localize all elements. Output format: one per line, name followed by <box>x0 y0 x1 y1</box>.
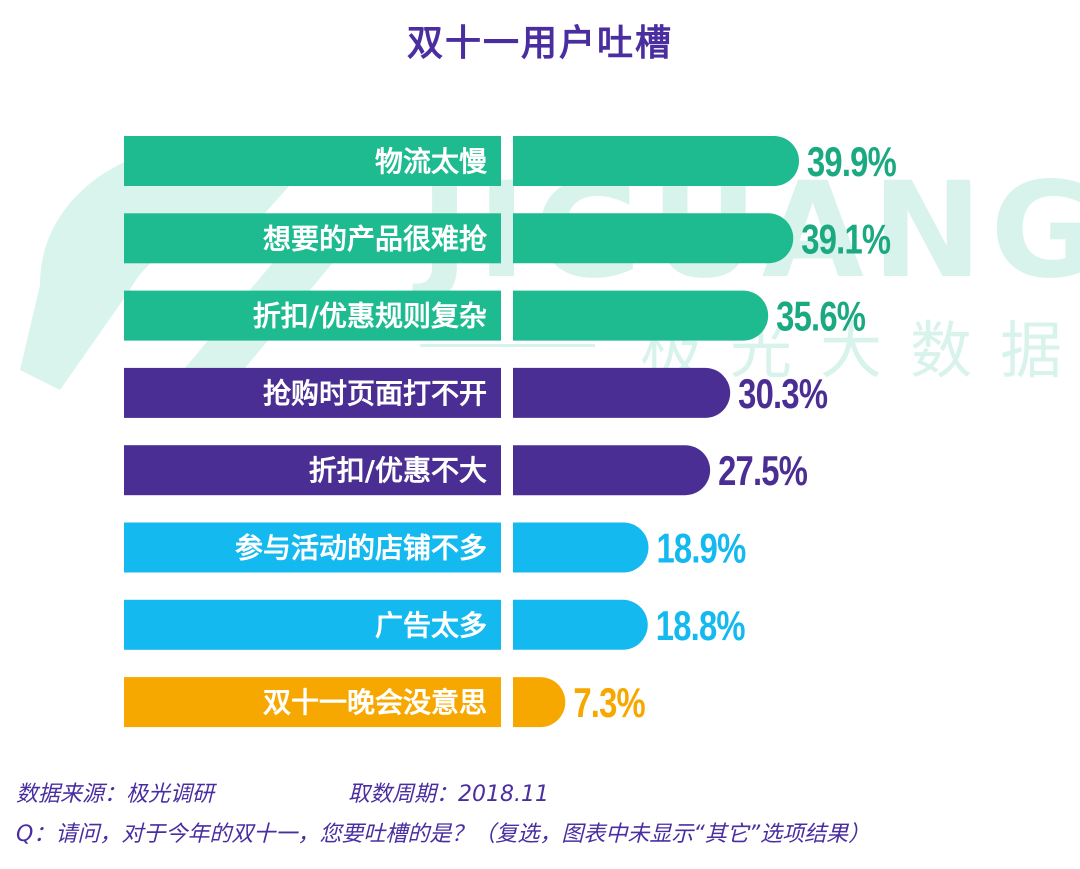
value-label: 39.1% <box>801 215 890 262</box>
bar <box>513 677 566 728</box>
value-label: 7.3% <box>573 679 645 726</box>
bar <box>513 367 731 418</box>
data-source-text: 数据来源：极光调研 <box>16 782 215 807</box>
chart-title: 双十一用户吐槽 <box>406 23 673 64</box>
value-label: 18.8% <box>656 602 745 649</box>
category-label: 双十一晚会没意思 <box>263 686 487 719</box>
bar <box>513 445 711 496</box>
value-label: 35.6% <box>776 293 865 340</box>
survey-question-note: Q：请问，对于今年的双十一，您要吐槽的是？（复选，图表中未显示“其它”选项结果） <box>16 822 871 847</box>
value-label: 27.5% <box>718 447 807 494</box>
data-source-note: 数据来源：极光调研 取数周期：2018.11 <box>16 776 549 808</box>
category-label-box <box>124 445 501 496</box>
category-label: 折扣/优惠规则复杂 <box>253 300 487 333</box>
bar <box>513 136 799 186</box>
category-label: 折扣/优惠不大 <box>309 454 487 487</box>
value-label: 39.9% <box>807 138 896 185</box>
category-label-box <box>124 290 501 341</box>
category-label-box <box>124 599 501 650</box>
category-label: 想要的产品很难抢 <box>263 222 488 255</box>
category-label-box <box>124 677 501 728</box>
bar <box>513 522 649 573</box>
bar <box>513 213 794 264</box>
category-label: 参与活动的店铺不多 <box>235 532 487 565</box>
value-label: 18.9% <box>656 525 745 572</box>
category-label-box <box>124 367 501 418</box>
category-label: 物流太慢 <box>375 145 488 178</box>
category-label-box <box>124 213 501 264</box>
category-label-box <box>124 522 501 573</box>
bar <box>513 599 648 650</box>
category-label-box <box>124 136 501 186</box>
category-label: 抢购时页面打不开 <box>263 377 487 410</box>
category-label: 广告太多 <box>375 609 487 642</box>
bar <box>513 290 769 341</box>
value-label: 30.3% <box>738 370 827 417</box>
data-period-text: 取数周期：2018.11 <box>348 782 549 807</box>
